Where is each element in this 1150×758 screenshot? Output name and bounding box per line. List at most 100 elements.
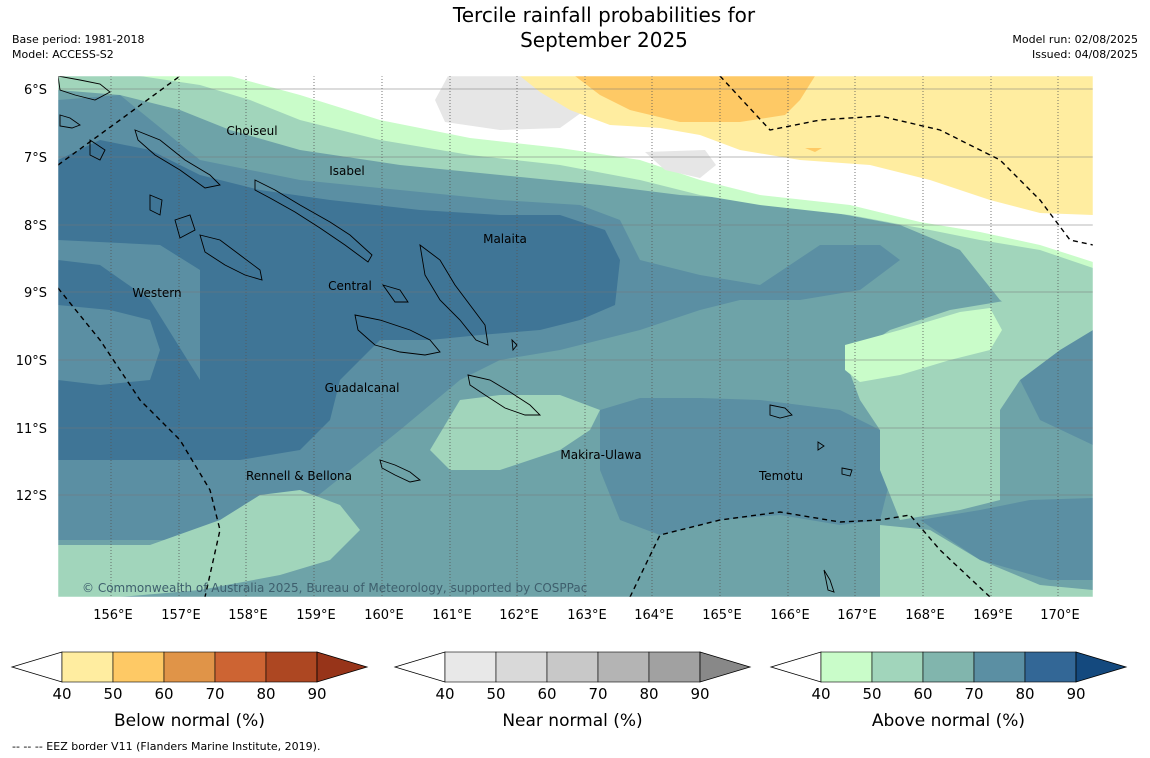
coastlines [58,76,853,593]
field-above-40-50-east [845,308,1002,382]
colorbar-tick: 40 [52,685,71,703]
field-above-70-80-strip [58,240,200,380]
lon-label: 156°E [93,608,133,623]
lon-label: 158°E [228,608,268,623]
colorbar-tick: 40 [811,685,830,703]
meta-left: Base period: 1981-2018 Model: ACCESS-S2 [12,32,144,62]
colorbar-segment [597,651,650,683]
colorbar-segment [112,651,165,683]
lat-axis-labels: 6°S 7°S 8°S 9°S 10°S 11°S 12°S [16,83,47,504]
field-below-50-60 [575,76,815,122]
field-above-70-80-south [600,398,890,535]
lon-label: 166°E [770,608,810,623]
lat-label: 11°S [16,422,47,437]
lon-label: 167°E [837,608,877,623]
colorbar-tick: 60 [913,685,932,703]
title-line-1: Tercile rainfall probabilities for [452,3,756,27]
lon-label: 169°E [973,608,1013,623]
colorbar-legends: 40 50 60 70 80 90 Below normal (%) 40 50 60 70 80 90… [10,651,1128,731]
colorbar-tick: 40 [435,685,454,703]
colorbar-1: 40 50 60 70 80 90 Near normal (%) [393,651,752,731]
model-name: Model: ACCESS-S2 [12,48,114,61]
province-label: Makira-Ulawa [560,448,641,462]
province-label: Guadalcanal [325,381,400,395]
lon-label: 165°E [702,608,742,623]
field-above-70-80-pocket [58,305,160,385]
colorbar-segment [495,651,548,683]
lon-label: 162°E [499,608,539,623]
lat-label: 7°S [24,151,47,166]
province-label: Western [132,286,181,300]
colorbar-segment [163,651,216,683]
lon-label: 170°E [1040,608,1080,623]
probability-field [58,76,1093,597]
colorbar-left-tip [10,651,63,683]
issued-date: Issued: 04/08/2025 [1031,48,1138,61]
colorbar-right-tip [699,651,752,683]
colorbar-left-tip [769,651,822,683]
colorbar-title: Near normal (%) [502,711,642,731]
colorbar-segment [61,651,114,683]
lon-label: 157°E [161,608,201,623]
field-above-80-90 [58,140,620,460]
colorbar-segment [820,651,873,683]
province-label: Malaita [483,232,527,246]
colorbar-tick: 60 [154,685,173,703]
colorbar-segment [973,651,1026,683]
lon-label: 163°E [567,608,607,623]
colorbar-segment [444,651,497,683]
lat-label: 10°S [16,354,47,369]
lon-axis-labels: 156°E 157°E 158°E 159°E 160°E 161°E 162°E 163°E… [93,608,1080,623]
colorbar-segment [265,651,318,683]
colorbar-2: 40 50 60 70 80 90 Above normal (%) [769,651,1128,731]
lat-label: 12°S [16,489,47,504]
meta-right: Model run: 02/08/2025 Issued: 04/08/2025 [1012,32,1138,62]
colorbar-tick: 70 [964,685,983,703]
colorbar-tick: 90 [690,685,709,703]
colorbar-tick: 50 [103,685,122,703]
lon-label: 161°E [432,608,472,623]
field-above-50-60-se [880,525,1093,597]
colorbar-tick: 90 [1066,685,1085,703]
colorbar-segment [922,651,975,683]
colorbar-tick: 50 [862,685,881,703]
copyright-notice: © Commonwealth of Australia 2025, Bureau… [82,581,587,595]
eez-border [58,76,1093,597]
colorbar-tick: 60 [537,685,556,703]
field-above-70-80-se [920,498,1093,580]
colorbar-right-tip [1075,651,1128,683]
graticule-lat [58,88,1093,496]
colorbar-tick: 50 [486,685,505,703]
province-labels: Choiseul Isabel Malaita Western Central Guada… [132,124,803,483]
colorbar-0: 40 50 60 70 80 90 Below normal (%) [10,651,369,731]
lon-label: 159°E [296,608,336,623]
colorbar-tick: 90 [307,685,326,703]
province-label: Rennell & Bellona [246,469,352,483]
chart-title: Tercile rainfall probabilities for Septe… [404,3,804,53]
colorbar-title: Above normal (%) [872,711,1025,731]
colorbar-segment [1024,651,1077,683]
lat-label: 9°S [24,286,47,301]
model-run: Model run: 02/08/2025 [1012,33,1138,46]
colorbar-segment [546,651,599,683]
lat-label: 6°S [24,83,47,98]
field-below-50-60-spot [805,148,822,152]
colorbar-segment [871,651,924,683]
colorbar-tick: 80 [256,685,275,703]
field-above-50-60-central [430,395,600,470]
colorbar-tick: 80 [1015,685,1034,703]
province-label: Temotu [758,469,803,483]
base-period: Base period: 1981-2018 [12,33,145,46]
province-label: Isabel [329,164,364,178]
colorbar-left-tip [393,651,446,683]
field-above-70-80-east [1020,330,1093,445]
colorbar-right-tip [316,651,369,683]
lon-label: 164°E [634,608,674,623]
province-label: Choiseul [226,124,277,138]
colorbar-tick: 70 [205,685,224,703]
colorbar-title: Below normal (%) [114,711,265,731]
colorbar-tick: 80 [639,685,658,703]
lat-label: 8°S [24,219,47,234]
colorbar-tick: 70 [588,685,607,703]
